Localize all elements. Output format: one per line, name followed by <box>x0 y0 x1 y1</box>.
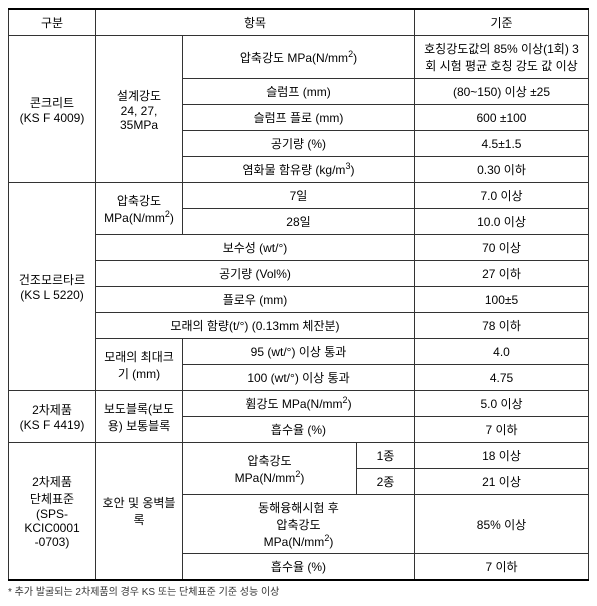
prod2b-type: 호안 및 옹벽블록 <box>96 443 183 581</box>
prod2b-k2-std: 21 이상 <box>414 469 588 495</box>
concrete-group: 콘크리트(KS F 4009) <box>9 36 96 183</box>
mortar-sand-label: 모래의 함량(t/°) (0.13mm 체잔분) <box>96 313 415 339</box>
prod2a-group: 2차제품(KS F 4419) <box>9 391 96 443</box>
concrete-slump-std: (80~150) 이상 ±25 <box>414 79 588 105</box>
mortar-sm95-std: 4.0 <box>414 339 588 365</box>
concrete-chloride-label: 염화물 함유량 (kg/m3) <box>183 157 415 183</box>
concrete-slump-label: 슬럼프 (mm) <box>183 79 415 105</box>
mortar-d28-std: 10.0 이상 <box>414 209 588 235</box>
prod2a-flex-label: 휨강도 MPa(N/mm2) <box>183 391 415 417</box>
mortar-flow-std: 100±5 <box>414 287 588 313</box>
mortar-d28-label: 28일 <box>183 209 415 235</box>
prod2b-abs-label: 흡수율 (%) <box>183 554 415 581</box>
footnote: * 추가 발굴되는 2차제품의 경우 KS 또는 단체표준 기준 성능 이상 <box>8 583 589 598</box>
concrete-air-std: 4.5±1.5 <box>414 131 588 157</box>
mortar-sandmax-label: 모래의 최대크기 (mm) <box>96 339 183 391</box>
prod2a-abs-std: 7 이하 <box>414 417 588 443</box>
mortar-water-std: 70 이상 <box>414 235 588 261</box>
mortar-air-std: 27 이하 <box>414 261 588 287</box>
prod2b-abs-std: 7 이하 <box>414 554 588 581</box>
mortar-d7-std: 7.0 이상 <box>414 183 588 209</box>
concrete-slumpflow-label: 슬럼프 플로 (mm) <box>183 105 415 131</box>
concrete-design: 설계강도24, 27, 35MPa <box>96 36 183 183</box>
prod2a-flex-std: 5.0 이상 <box>414 391 588 417</box>
concrete-comp-label: 압축강도 MPa(N/mm2) <box>183 36 415 79</box>
prod2b-k1-std: 18 이상 <box>414 443 588 469</box>
mortar-sm100-label: 100 (wt/°) 이상 통과 <box>183 365 415 391</box>
concrete-comp-std: 호칭강도값의 85% 이상(1회) 3회 시험 평균 호칭 강도 값 이상 <box>414 36 588 79</box>
hdr-c2: 항목 <box>96 9 415 36</box>
prod2b-freeze-std: 85% 이상 <box>414 495 588 554</box>
mortar-comp-label: 압축강도MPa(N/mm2) <box>96 183 183 235</box>
concrete-chloride-std: 0.30 이하 <box>414 157 588 183</box>
mortar-sm100-std: 4.75 <box>414 365 588 391</box>
mortar-sand-std: 78 이하 <box>414 313 588 339</box>
mortar-d7-label: 7일 <box>183 183 415 209</box>
prod2b-k1-c: 1종 <box>356 443 414 469</box>
spec-table: 구분 항목 기준 콘크리트(KS F 4009) 설계강도24, 27, 35M… <box>8 8 589 581</box>
concrete-slumpflow-std: 600 ±100 <box>414 105 588 131</box>
prod2a-abs-label: 흡수율 (%) <box>183 417 415 443</box>
mortar-air-label: 공기량 (Vol%) <box>96 261 415 287</box>
mortar-group: 건조모르타르(KS L 5220) <box>9 183 96 391</box>
mortar-water-label: 보수성 (wt/°) <box>96 235 415 261</box>
prod2a-type: 보도블록(보도용) 보통블록 <box>96 391 183 443</box>
prod2b-k2-c: 2종 <box>356 469 414 495</box>
prod2b-freeze-label: 동해융해시험 후압축강도MPa(N/mm2) <box>183 495 415 554</box>
hdr-c1: 구분 <box>9 9 96 36</box>
concrete-air-label: 공기량 (%) <box>183 131 415 157</box>
hdr-c3: 기준 <box>414 9 588 36</box>
mortar-sm95-label: 95 (wt/°) 이상 통과 <box>183 339 415 365</box>
prod2b-group: 2차제품단체표준(SPS-KCIC0001-0703) <box>9 443 96 581</box>
prod2b-comp-label: 압축강도MPa(N/mm2) <box>183 443 357 495</box>
mortar-flow-label: 플로우 (mm) <box>96 287 415 313</box>
